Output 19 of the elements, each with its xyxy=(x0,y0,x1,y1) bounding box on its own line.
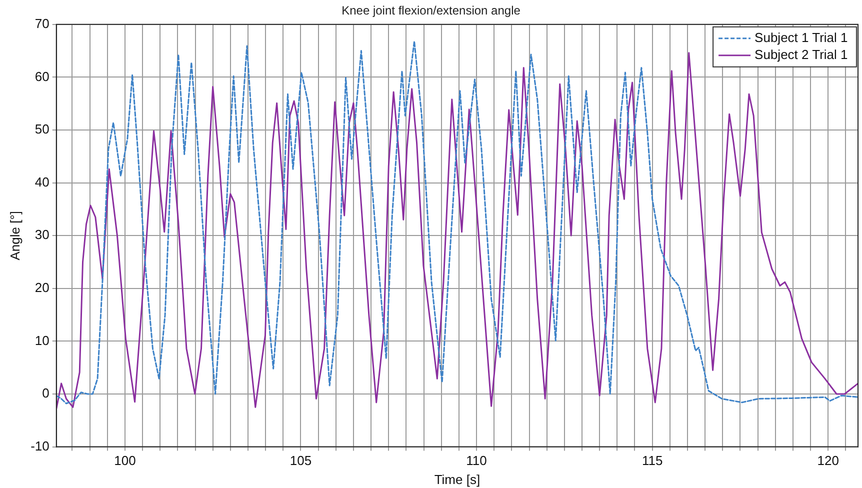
y-tick-label: 20 xyxy=(34,280,50,295)
y-tick-label: 70 xyxy=(34,16,50,31)
x-tick-label: 100 xyxy=(114,453,136,468)
x-tick-label: 120 xyxy=(817,453,839,468)
y-tick-label: 30 xyxy=(34,227,50,242)
y-tick-label: -10 xyxy=(30,438,50,454)
y-tick-label: 0 xyxy=(42,386,50,401)
x-tick-label: 110 xyxy=(466,453,487,468)
chart-title: Knee joint flexion/extension angle xyxy=(342,4,521,18)
x-axis-title: Time [s] xyxy=(434,472,480,487)
y-tick-label: 60 xyxy=(34,68,50,84)
y-tick-label: 40 xyxy=(34,174,50,190)
y-axis-title: Angle [°] xyxy=(7,210,22,260)
x-tick-label: 105 xyxy=(290,453,312,468)
y-tick-label: 50 xyxy=(34,122,50,137)
y-tick-label: 10 xyxy=(34,332,50,348)
legend-label: Subject 1 Trial 1 xyxy=(754,30,848,45)
x-tick-label: 115 xyxy=(642,453,663,468)
legend-label: Subject 2 Trial 1 xyxy=(754,46,848,62)
